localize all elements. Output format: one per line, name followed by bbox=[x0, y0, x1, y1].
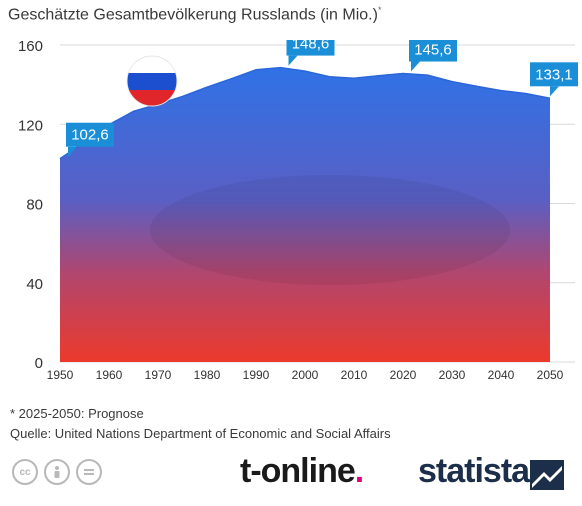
source-note: Quelle: United Nations Department of Eco… bbox=[10, 426, 391, 441]
callout-box bbox=[66, 122, 114, 147]
callout-pointer bbox=[68, 146, 77, 157]
cc-icon: cc bbox=[12, 459, 38, 485]
x-tick-label: 1970 bbox=[145, 368, 172, 382]
x-tick-label: 2020 bbox=[390, 368, 417, 382]
value-callouts: 102,6 148,6 145,6 133,1 bbox=[66, 40, 578, 157]
x-axis: 1950 1960 1970 1980 1990 2000 2010 2020 2030 2040… bbox=[47, 368, 564, 382]
callout-pointer bbox=[288, 55, 298, 66]
tonline-logo: t-online. bbox=[240, 452, 364, 490]
y-tick-label: 120 bbox=[18, 117, 43, 134]
callout-label: 148,6 bbox=[292, 40, 330, 53]
statista-logo-icon bbox=[530, 460, 564, 490]
value-callout: 133,1 bbox=[530, 62, 578, 97]
chart-area: 0 40 80 120 160 1950 1960 1970 1980 1990 2000 2010… bbox=[18, 40, 578, 382]
x-tick-label: 1990 bbox=[243, 368, 270, 382]
y-tick-label: 40 bbox=[26, 276, 43, 293]
y-tick-label: 160 bbox=[18, 40, 43, 55]
callout-label: 102,6 bbox=[71, 127, 109, 144]
forecast-note: * 2025-2050: Prognose bbox=[10, 406, 144, 421]
chart-title: Geschätzte Gesamtbevölkerung Russlands (… bbox=[8, 5, 382, 24]
callout-pointer bbox=[411, 61, 420, 72]
russia-flag-icon bbox=[126, 55, 178, 107]
y-axis: 0 40 80 120 160 bbox=[18, 40, 43, 372]
callout-label: 133,1 bbox=[535, 66, 573, 83]
value-callout: 148,6 bbox=[286, 40, 335, 66]
y-tick-label: 0 bbox=[35, 355, 43, 372]
callout-label: 145,6 bbox=[414, 42, 452, 59]
attribution-icon bbox=[44, 459, 70, 485]
y-tick-label: 80 bbox=[26, 197, 43, 214]
callout-box bbox=[409, 40, 457, 62]
callout-box bbox=[530, 62, 578, 87]
population-area bbox=[60, 67, 550, 363]
x-tick-label: 2050 bbox=[537, 368, 564, 382]
x-tick-label: 1980 bbox=[194, 368, 221, 382]
no-derivatives-icon bbox=[76, 459, 102, 485]
callout-pointer bbox=[550, 86, 559, 97]
value-callout: 145,6 bbox=[409, 40, 457, 72]
value-callout: 102,6 bbox=[66, 122, 114, 157]
x-tick-label: 1960 bbox=[96, 368, 123, 382]
chart-notes: * 2025-2050: Prognose Quelle: United Nat… bbox=[10, 404, 391, 444]
area-series bbox=[59, 66, 551, 363]
callout-box bbox=[286, 40, 335, 56]
x-tick-label: 2030 bbox=[439, 368, 466, 382]
statista-logo-text: statista bbox=[418, 452, 530, 490]
x-tick-label: 2010 bbox=[341, 368, 368, 382]
x-tick-label: 2040 bbox=[488, 368, 515, 382]
population-line bbox=[59, 66, 551, 160]
x-tick-label: 2000 bbox=[292, 368, 319, 382]
x-tick-label: 1950 bbox=[47, 368, 74, 382]
license-icons: cc bbox=[12, 459, 102, 485]
russia-map-silhouette bbox=[150, 175, 510, 285]
